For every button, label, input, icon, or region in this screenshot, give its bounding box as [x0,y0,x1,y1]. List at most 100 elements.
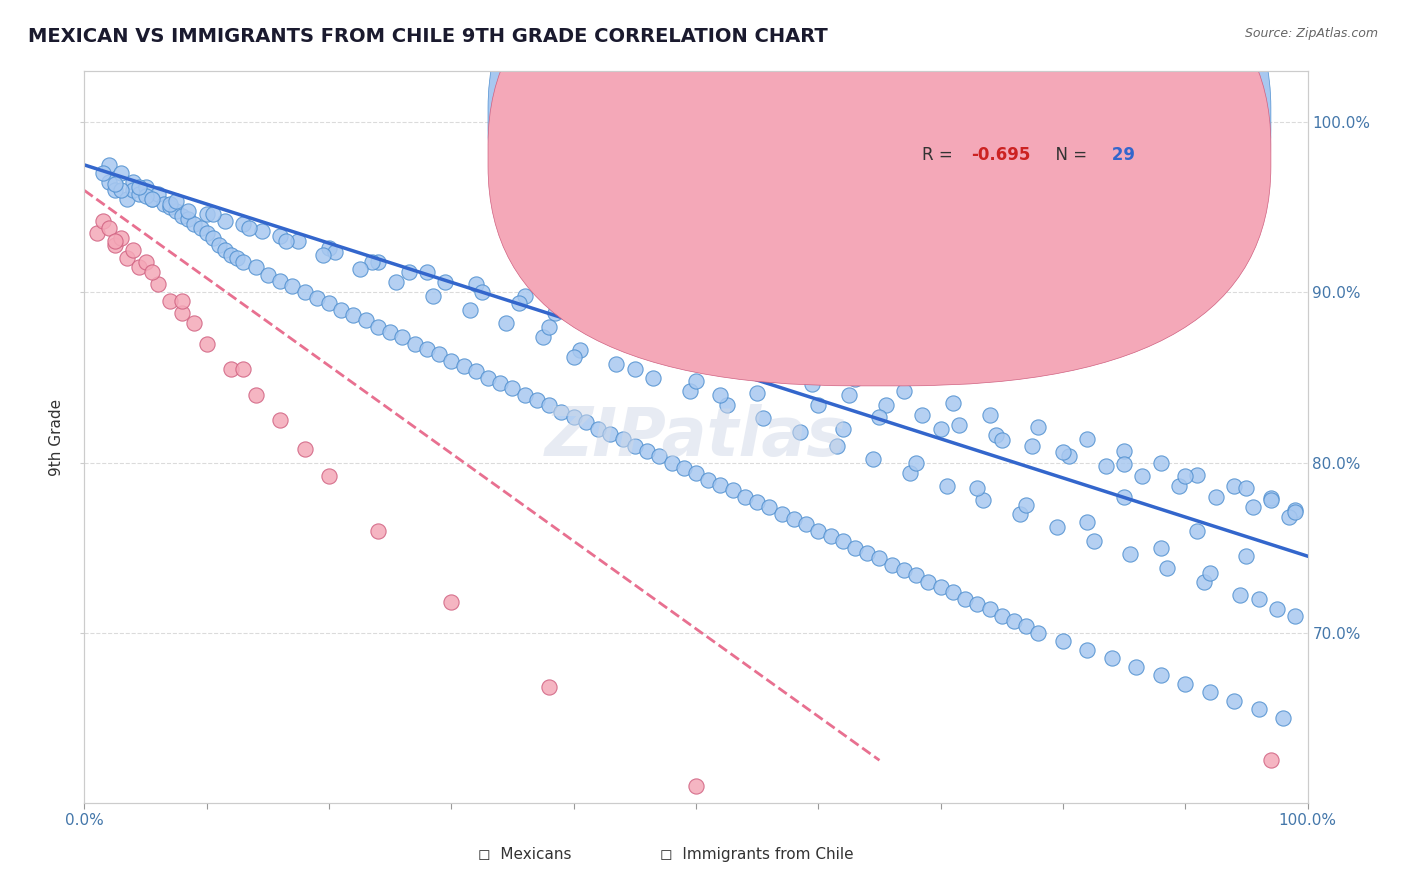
Point [232,218,254,232]
Point [195,207,218,221]
Point [562,409,585,424]
FancyBboxPatch shape [488,0,1271,350]
Point [1015,498,1038,512]
Point [458,302,481,317]
Point [898,466,921,480]
Point [1168,479,1191,493]
Point [471,285,494,300]
Point [1132,469,1154,483]
Point [1260,493,1282,508]
Point [404,336,426,351]
Point [727,357,749,371]
Point [575,415,598,429]
Point [177,203,200,218]
Point [789,425,811,439]
Point [245,260,267,274]
Point [709,336,731,351]
Point [159,293,181,308]
Point [380,325,402,339]
Point [172,293,194,308]
Point [697,473,720,487]
Point [440,353,463,368]
Point [586,421,609,435]
Point [232,362,254,376]
Point [531,329,554,343]
Point [1247,591,1270,606]
Point [783,512,806,526]
Text: 29: 29 [1105,146,1135,164]
Point [422,289,444,303]
Point [513,387,536,401]
Point [1083,533,1105,548]
Point [128,260,150,274]
Point [648,449,671,463]
Point [477,370,499,384]
Point [1094,458,1116,473]
Point [1174,469,1197,483]
Text: ZIPatlas: ZIPatlas [546,404,846,470]
Text: N =: N = [1045,109,1092,128]
Point [807,867,830,881]
Point [434,275,457,289]
Point [807,398,830,412]
Point [97,158,120,172]
Point [141,192,163,206]
Point [825,439,848,453]
Point [115,192,138,206]
Point [1278,510,1301,524]
Point [172,209,194,223]
Point [581,316,603,330]
Point [1052,445,1074,459]
Text: Source: ZipAtlas.com: Source: ZipAtlas.com [1244,27,1378,40]
Point [201,207,224,221]
Point [1076,432,1098,446]
Point [281,278,304,293]
Point [562,301,585,315]
Point [765,367,787,381]
Point [238,220,260,235]
Point [354,312,377,326]
Point [416,265,439,279]
Point [128,180,150,194]
Point [1076,515,1098,529]
Point [672,460,695,475]
Point [464,364,486,378]
Point [508,295,530,310]
Point [159,201,181,215]
Point [1229,588,1251,602]
Point [984,428,1007,442]
Point [770,507,793,521]
Point [624,439,647,453]
Point [141,192,163,206]
Text: MEXICAN VS IMMIGRANTS FROM CHILE 9TH GRADE CORRELATION CHART: MEXICAN VS IMMIGRANTS FROM CHILE 9TH GRA… [28,27,828,45]
Point [250,224,273,238]
Point [1150,668,1173,682]
Point [219,362,242,376]
Point [342,308,364,322]
Point [1021,439,1043,453]
Point [427,347,450,361]
Point [122,175,145,189]
Point [538,680,561,694]
Point [1150,456,1173,470]
Point [104,183,127,197]
Point [489,376,512,390]
Point [1028,420,1050,434]
Text: N =: N = [1045,146,1092,164]
Text: -0.695: -0.695 [972,146,1031,164]
Point [820,529,842,543]
Point [1284,503,1306,517]
Point [104,235,127,249]
Point [605,357,627,371]
Point [929,580,952,594]
Point [612,312,634,326]
Point [110,166,132,180]
Point [844,541,866,555]
Point [948,418,970,433]
Point [979,602,1001,616]
Point [416,342,439,356]
Point [929,421,952,435]
Point [1015,619,1038,633]
Point [1057,449,1080,463]
Text: R =: R = [922,146,959,164]
